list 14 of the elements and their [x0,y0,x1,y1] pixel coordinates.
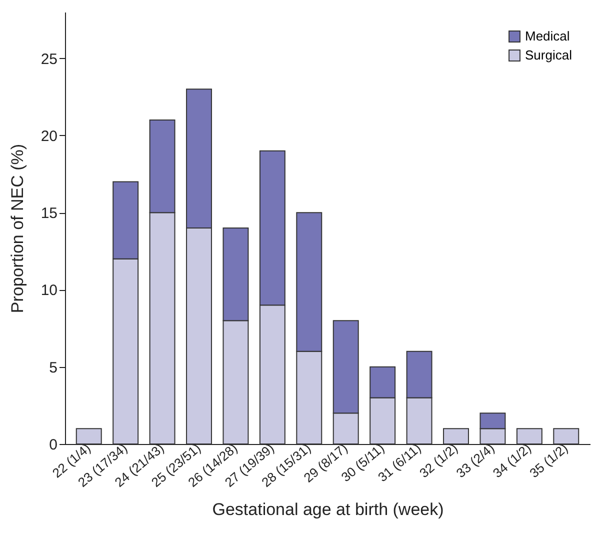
y-tick-label: 5 [49,359,58,376]
y-tick-label: 15 [40,205,58,222]
y-tick-label: 10 [40,282,58,300]
bar [553,428,580,444]
bar [76,428,102,444]
x-axis-title: Gestational age at birth (week) [212,500,444,519]
y-axis-title: Proportion of NEC (%) [8,144,27,314]
y-tick-label: 0 [49,436,58,454]
legend-label: Surgical [525,48,572,62]
bar [516,428,542,444]
y-tick-label: 25 [40,50,58,68]
bar [443,428,469,444]
legend-label: Medical [525,28,570,44]
y-tick-label: 20 [40,128,58,145]
